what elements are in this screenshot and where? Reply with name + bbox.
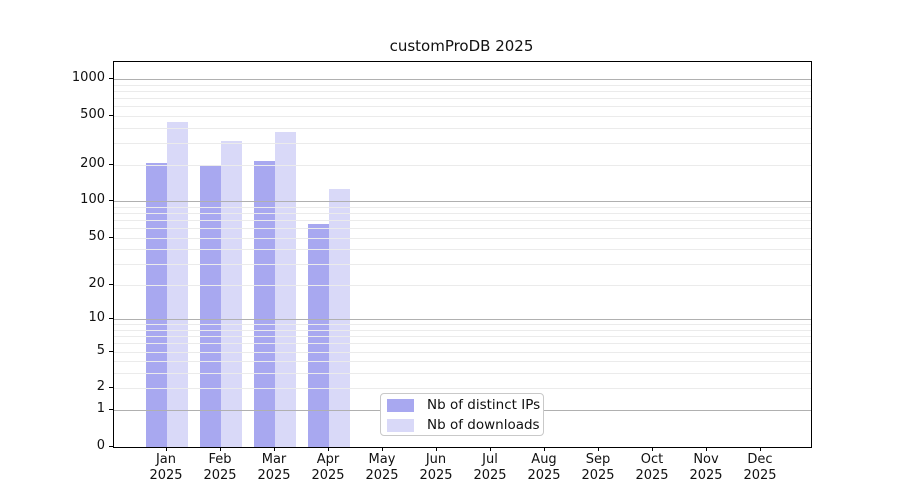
gridline-minor (114, 97, 811, 99)
x-tick-mark (760, 447, 761, 451)
x-tick-mark (436, 447, 437, 451)
y-tick-label: 1000 (71, 70, 105, 85)
x-tick-label: Jul 2025 (473, 452, 507, 483)
x-tick-label: May 2025 (365, 452, 399, 483)
x-tick-label: Feb 2025 (203, 452, 237, 483)
y-tick-label: 2 (96, 379, 105, 395)
gridline-minor (114, 219, 811, 221)
bar-downloads (167, 121, 188, 447)
gridline-minor (114, 336, 811, 338)
x-tick-label: Mar 2025 (257, 452, 291, 483)
y-tick-label: 200 (80, 155, 105, 171)
legend-swatch-distinct-ips (387, 399, 414, 412)
gridline-minor (114, 324, 811, 326)
x-tick-mark (598, 447, 599, 451)
gridline-minor (114, 284, 811, 286)
y-tick-mark (109, 236, 113, 238)
y-tick-label: 50 (88, 228, 105, 244)
x-tick-label: Jun 2025 (419, 452, 453, 483)
y-tick-mark (109, 446, 113, 447)
gridline-minor (114, 115, 811, 117)
gridline-minor (114, 264, 811, 266)
x-tick-label: Aug 2025 (527, 452, 561, 483)
x-tick-mark (652, 447, 653, 451)
x-tick-mark (706, 447, 707, 451)
gridline-minor (114, 206, 811, 208)
y-tick-mark (109, 200, 113, 202)
gridline-minor (114, 351, 811, 353)
y-tick-mark (109, 163, 113, 165)
gridline-minor (114, 106, 811, 108)
bar-distinct-ips (200, 165, 221, 447)
bar-distinct-ips (308, 223, 329, 447)
gridline-major (114, 319, 811, 321)
y-tick-mark (109, 318, 113, 320)
gridline-minor (114, 361, 811, 363)
gridline-minor (114, 90, 811, 92)
bar-distinct-ips (254, 160, 275, 447)
legend-swatch-downloads (387, 419, 414, 432)
legend-label-distinct-ips: Nb of distinct IPs (427, 397, 541, 413)
bar-distinct-ips (146, 163, 167, 447)
x-tick-mark (382, 447, 383, 451)
x-tick-mark (220, 447, 221, 451)
gridline-minor (114, 329, 811, 331)
gridline-minor (114, 164, 811, 166)
y-tick-label: 1 (96, 401, 105, 417)
legend-item-downloads: Nb of downloads (381, 415, 543, 435)
x-tick-label: Oct 2025 (635, 452, 669, 483)
gridline-minor (114, 373, 811, 375)
gridline-minor (114, 143, 811, 144)
x-tick-mark (490, 447, 491, 451)
x-tick-mark (274, 447, 275, 451)
bar-downloads (221, 140, 242, 447)
y-tick-label: 20 (88, 275, 105, 291)
x-tick-label: Jan 2025 (149, 452, 183, 483)
y-tick-label: 500 (80, 106, 105, 122)
y-tick-label: 0 (96, 438, 105, 453)
x-tick-mark (328, 447, 329, 451)
y-tick-mark (109, 409, 113, 411)
x-tick-label: Dec 2025 (743, 452, 777, 483)
gridline-minor (114, 249, 811, 251)
y-tick-label: 100 (80, 192, 105, 208)
gridline-minor (114, 237, 811, 239)
gridline-minor (114, 343, 811, 345)
legend: Nb of distinct IPs Nb of downloads (380, 393, 544, 436)
bar-downloads (275, 132, 296, 447)
bar-downloads (329, 188, 350, 447)
x-tick-label: Sep 2025 (581, 452, 615, 483)
y-tick-mark (109, 387, 113, 389)
y-tick-mark (109, 114, 113, 116)
plot-area: Nb of distinct IPs Nb of downloads (113, 61, 812, 448)
gridline-minor (114, 84, 811, 86)
legend-label-downloads: Nb of downloads (427, 417, 540, 433)
legend-item-distinct-ips: Nb of distinct IPs (381, 395, 543, 415)
gridline-minor (114, 228, 811, 230)
gridline-minor (114, 127, 811, 129)
y-tick-mark (109, 283, 113, 285)
y-tick-label: 5 (96, 342, 105, 358)
y-tick-mark (109, 350, 113, 352)
gridline-major (114, 201, 811, 203)
y-tick-label: 10 (88, 310, 105, 326)
x-tick-label: Apr 2025 (311, 452, 345, 483)
x-tick-mark (544, 447, 545, 451)
gridline-minor (114, 212, 811, 214)
gridline-major (114, 79, 811, 80)
x-tick-mark (166, 447, 167, 451)
chart-title: customProDB 2025 (389, 37, 534, 55)
y-tick-mark (109, 78, 113, 79)
gridline-minor (114, 388, 811, 390)
x-tick-label: Nov 2025 (689, 452, 723, 483)
